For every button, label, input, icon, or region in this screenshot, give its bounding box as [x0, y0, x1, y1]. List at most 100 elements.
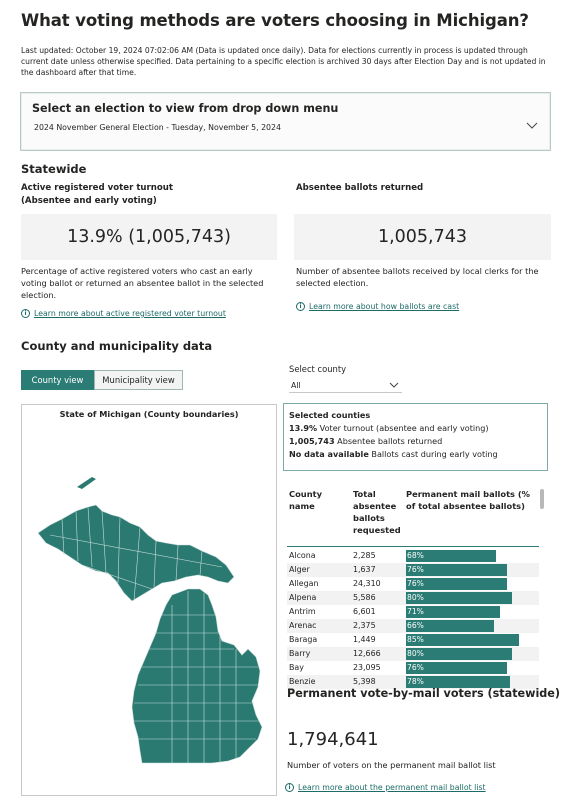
turnout-description: Percentage of active registered voters w… — [21, 266, 264, 300]
county-name-cell: Baraga — [289, 635, 318, 644]
table-row[interactable]: Benzie 5,398 78% — [287, 675, 539, 689]
table-row[interactable]: Alcona 2,285 68% — [287, 549, 539, 563]
selected-turnout-label: Voter turnout (absentee and early voting… — [319, 423, 489, 433]
permanent-pct-bar — [406, 550, 497, 562]
absentee-title: Absentee ballots returned — [296, 183, 424, 193]
permanent-pct-label: 80% — [407, 593, 424, 602]
table-row[interactable]: Alpena 5,586 80% — [287, 591, 539, 605]
selected-absentee-label: Absentee ballots returned — [337, 436, 443, 446]
table-scrollbar[interactable] — [540, 489, 544, 509]
permanent-pct-label: 71% — [407, 607, 424, 616]
permanent-pct-label: 66% — [407, 621, 424, 630]
absentee-description: Number of absentee ballots received by l… — [296, 266, 539, 288]
election-dropdown-value: 2024 November General Election - Tuesday… — [34, 123, 281, 132]
page-title: What voting methods are voters choosing … — [21, 11, 529, 30]
turnout-title-line1: Active registered voter turnout — [21, 183, 174, 193]
county-name-cell: Allegan — [289, 579, 319, 588]
pvm-learn-more-link[interactable]: i Learn more about the permanent mail ba… — [285, 783, 486, 792]
permanent-pct-bar — [406, 606, 501, 618]
permanent-pct-bar — [406, 564, 508, 576]
turnout-kpi: 13.9% (1,005,743) — [21, 214, 277, 260]
statewide-heading: Statewide — [21, 162, 87, 176]
selected-early-value: No data available — [289, 449, 369, 459]
michigan-map-graphic[interactable] — [22, 405, 278, 797]
absentee-link-text[interactable]: Learn more about how ballots are cast — [309, 302, 460, 311]
requested-cell: 2,375 — [353, 621, 376, 630]
county-name-cell: Antrim — [289, 607, 316, 616]
selected-counties-summary: Selected counties 13.9% Voter turnout (a… — [283, 403, 548, 471]
requested-cell: 5,586 — [353, 593, 376, 602]
county-name-cell: Alcona — [289, 551, 316, 560]
tab-municipality-view[interactable]: Municipality view — [94, 370, 183, 390]
permanent-pct-bar — [406, 592, 513, 604]
pvm-link-text[interactable]: Learn more about the permanent mail ball… — [298, 783, 486, 792]
requested-cell: 1,637 — [353, 565, 376, 574]
table-header: County name Total absentee ballots reque… — [287, 487, 539, 547]
lower-peninsula — [131, 588, 263, 764]
county-name-cell: Barry — [289, 649, 311, 658]
pvm-description: Number of voters on the permanent mail b… — [287, 760, 496, 770]
requested-cell: 1,449 — [353, 635, 376, 644]
absentee-learn-more-link[interactable]: i Learn more about how ballots are cast — [296, 302, 459, 311]
county-select-label: Select county — [289, 364, 347, 374]
selected-counties-heading: Selected counties — [289, 410, 371, 420]
isle-royale — [77, 477, 96, 489]
tab-county-view[interactable]: County view — [21, 370, 94, 390]
selected-early-label: Ballots cast during early voting — [371, 449, 498, 459]
county-name-cell: Alger — [289, 565, 310, 574]
requested-cell: 6,601 — [353, 607, 376, 616]
permanent-pct-bar — [406, 676, 510, 688]
map-title: State of Michigan (County boundaries) — [59, 409, 239, 419]
table-row[interactable]: Arenac 2,375 66% — [287, 619, 539, 633]
county-map[interactable]: State of Michigan (County boundaries) — [21, 404, 277, 796]
turnout-title-line2: (Absentee and early voting) — [21, 196, 157, 206]
permanent-pct-label: 68% — [407, 551, 424, 560]
permanent-pct-label: 78% — [407, 677, 424, 686]
turnout-link-text[interactable]: Learn more about active registered voter… — [34, 309, 226, 318]
table-row[interactable]: Allegan 24,310 76% — [287, 577, 539, 591]
requested-cell: 2,285 — [353, 551, 376, 560]
county-select[interactable]: All — [289, 378, 402, 393]
pvm-heading: Permanent vote-by-mail voters (statewide… — [287, 687, 561, 700]
requested-cell: 24,310 — [353, 579, 381, 588]
election-dropdown-label: Select an election to view from drop dow… — [32, 102, 339, 115]
election-dropdown[interactable]: Select an election to view from drop dow… — [20, 92, 551, 151]
permanent-pct-label: 85% — [407, 635, 424, 644]
info-icon: i — [21, 309, 30, 318]
turnout-learn-more-link[interactable]: i Learn more about active registered vot… — [21, 309, 226, 318]
county-section-heading: County and municipality data — [21, 339, 213, 353]
permanent-pct-label: 76% — [407, 565, 424, 574]
table-row[interactable]: Alger 1,637 76% — [287, 563, 539, 577]
table-row[interactable]: Baraga 1,449 85% — [287, 633, 539, 647]
requested-cell: 12,666 — [353, 649, 381, 658]
chevron-down-icon[interactable] — [526, 120, 538, 130]
permanent-pct-label: 76% — [407, 579, 424, 588]
county-name-cell: Arenac — [289, 621, 317, 630]
requested-cell: 5,398 — [353, 677, 376, 686]
turnout-title: Active registered voter turnout (Absente… — [21, 182, 173, 208]
table-row[interactable]: Bay 23,095 76% — [287, 661, 539, 675]
county-name-cell: Alpena — [289, 593, 317, 602]
last-updated-text: Last updated: October 19, 2024 07:02:06 … — [21, 46, 546, 77]
selected-turnout-value: 13.9% — [289, 423, 318, 433]
info-icon: i — [285, 783, 294, 792]
chevron-down-icon[interactable] — [389, 381, 399, 389]
table-row[interactable]: Barry 12,666 80% — [287, 647, 539, 661]
requested-cell: 23,095 — [353, 663, 381, 672]
permanent-pct-bar — [406, 578, 508, 590]
column-header-requested[interactable]: Total absentee ballots requested — [353, 489, 401, 535]
column-header-county[interactable]: County name — [289, 489, 322, 511]
permanent-pct-bar — [406, 620, 494, 632]
permanent-pct-label: 80% — [407, 649, 424, 658]
county-name-cell: Bay — [289, 663, 304, 672]
column-header-permanent[interactable]: Permanent mail ballots (% of total absen… — [406, 489, 530, 511]
selected-absentee-value: 1,005,743 — [289, 436, 335, 446]
permanent-pct-bar — [406, 662, 508, 674]
permanent-pct-bar — [406, 634, 520, 646]
permanent-pct-bar — [406, 648, 513, 660]
table-row[interactable]: Antrim 6,601 71% — [287, 605, 539, 619]
absentee-kpi: 1,005,743 — [294, 214, 551, 260]
county-boundaries — [49, 506, 260, 763]
upper-peninsula — [37, 504, 235, 602]
county-name-cell: Benzie — [289, 677, 316, 686]
